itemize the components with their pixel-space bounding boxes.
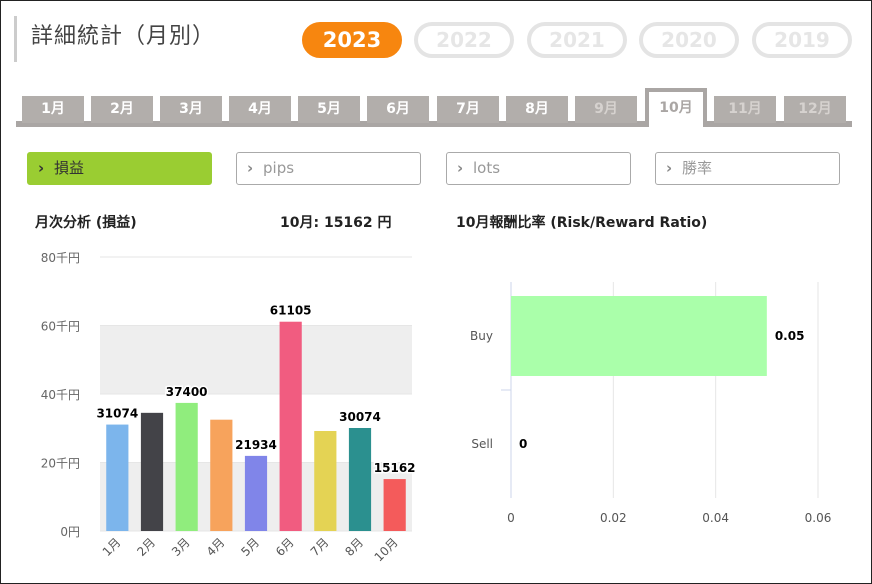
month-tab-9[interactable]: 9月 [575, 96, 637, 123]
metric-button-profit[interactable]: › 損益 [27, 152, 212, 185]
x-tick-label: 3月 [169, 535, 193, 559]
bar [279, 321, 302, 531]
x-tick-label: 7月 [308, 535, 332, 559]
x-tick-label: 0.04 [702, 511, 729, 525]
x-tick-label: 0.02 [600, 511, 627, 525]
month-tab-5[interactable]: 5月 [298, 96, 360, 123]
bar [383, 479, 406, 531]
y-tick-label: Buy [470, 329, 493, 343]
y-tick-label: 80千円 [41, 251, 80, 265]
monthly-pl-chart: 0円 20千円 40千円 60千円 80千円 31074 1月 2月 37400 3月 4月 2193… [41, 251, 417, 564]
y-tick-label: 40千円 [41, 388, 80, 402]
data-label: 15162 [374, 461, 416, 475]
metric-label: 勝率 [682, 159, 713, 177]
metric-label: 損益 [54, 159, 85, 177]
year-button-2021[interactable]: 2021 [527, 22, 627, 58]
month-tab-3[interactable]: 3月 [160, 96, 222, 123]
x-tick-label: 1月 [100, 535, 124, 559]
month-tab-11[interactable]: 11月 [714, 96, 776, 123]
chevron-right-icon: › [38, 159, 45, 177]
page-title: 詳細統計（月別） [31, 24, 216, 49]
metric-button-winrate[interactable]: › 勝率 [655, 152, 840, 185]
title-bar: 詳細統計（月別） [14, 16, 215, 62]
year-button-2022[interactable]: 2022 [414, 22, 514, 58]
x-tick-label: 5月 [238, 535, 262, 559]
x-tick-label: 8月 [342, 535, 366, 559]
monthly-analysis-title: 月次分析 (損益) [35, 215, 137, 231]
data-label: 21934 [235, 438, 277, 452]
risk-reward-title: 10月報酬比率 (Risk/Reward Ratio) [456, 215, 708, 231]
chevron-right-icon: › [666, 159, 673, 177]
x-tick-label: 6月 [273, 535, 297, 559]
year-button-2023[interactable]: 2023 [302, 22, 402, 58]
month-tab-7[interactable]: 7月 [437, 96, 499, 123]
bar [140, 412, 164, 531]
month-tab-8[interactable]: 8月 [506, 96, 568, 123]
y-tick-label: 20千円 [41, 457, 80, 471]
metric-button-lots[interactable]: › lots [446, 152, 631, 185]
year-button-2020[interactable]: 2020 [639, 22, 739, 58]
bar [106, 424, 129, 531]
x-tick-label: 4月 [204, 535, 228, 559]
data-label: 30074 [339, 410, 381, 424]
metric-label: pips [263, 159, 295, 177]
y-tick-label: 60千円 [41, 320, 80, 334]
data-label: 37400 [166, 385, 208, 399]
risk-reward-chart: 0 0.02 0.04 0.06 Buy 0.05 Sell 0 [470, 282, 832, 525]
data-label: 0 [519, 437, 527, 451]
month-tab-bar [16, 121, 852, 127]
data-label: 31074 [96, 407, 138, 421]
bar [175, 402, 198, 531]
month-tab-2[interactable]: 2月 [91, 96, 153, 123]
month-tab-12[interactable]: 12月 [784, 96, 846, 123]
x-tick-label: 2月 [134, 535, 158, 559]
y-tick-label: Sell [471, 437, 493, 451]
bar [511, 296, 767, 376]
y-tick-label: 0円 [60, 525, 80, 539]
chevron-right-icon: › [457, 159, 464, 177]
monthly-summary: 10月: 15162 円 [280, 215, 392, 231]
data-label: 61105 [270, 304, 312, 318]
metric-label: lots [473, 159, 501, 177]
month-tab-10[interactable]: 10月 [645, 88, 707, 127]
metric-button-pips[interactable]: › pips [236, 152, 421, 185]
x-tick-label: 0 [507, 511, 515, 525]
x-tick-label: 10月 [372, 535, 401, 564]
bar [210, 419, 233, 531]
plot-band [100, 325, 412, 394]
month-tab-6[interactable]: 6月 [367, 96, 429, 123]
bar [244, 455, 268, 531]
data-label: 0.05 [775, 329, 805, 343]
bar [348, 427, 372, 531]
month-tab-1[interactable]: 1月 [22, 96, 84, 123]
x-tick-label: 0.06 [805, 511, 832, 525]
month-tab-4[interactable]: 4月 [229, 96, 291, 123]
chevron-right-icon: › [247, 159, 254, 177]
bar [314, 430, 337, 531]
year-button-2019[interactable]: 2019 [752, 22, 852, 58]
